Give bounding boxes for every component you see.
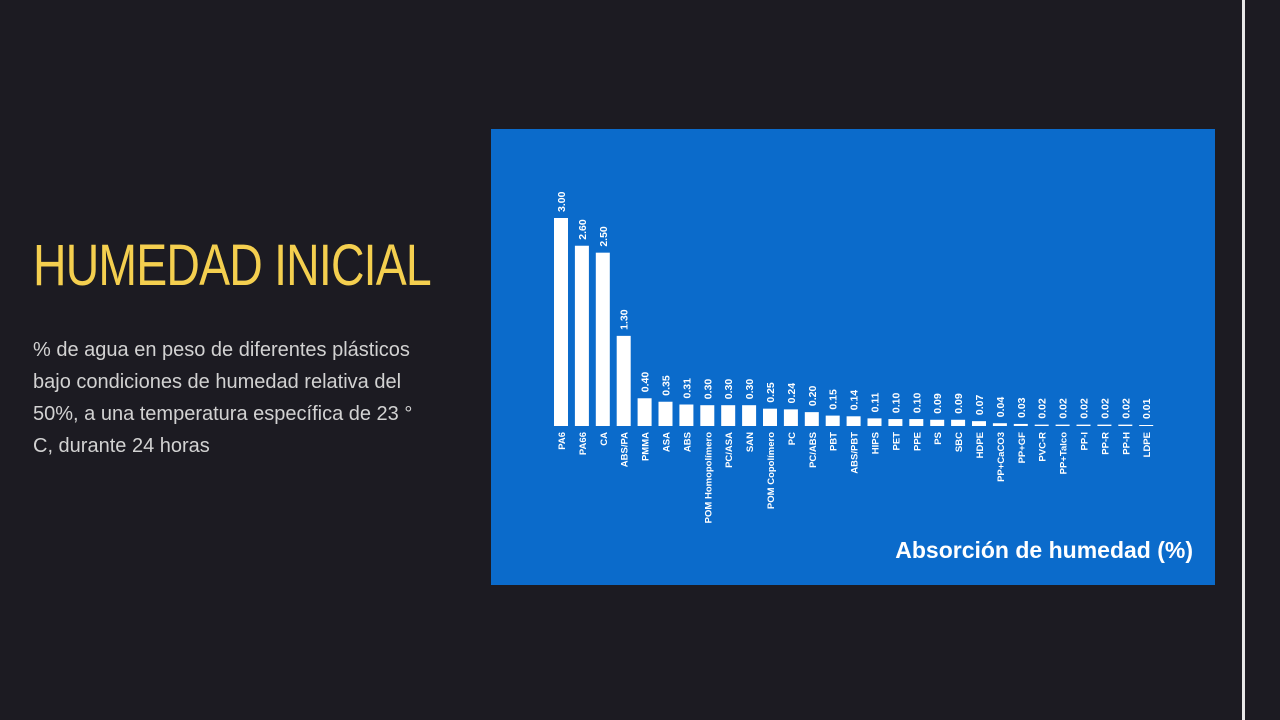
description-line: % de agua en peso de diferentes plástico… — [33, 339, 410, 361]
slide-divider-line — [1242, 0, 1245, 720]
description-line: bajo condiciones de humedad relativa del — [33, 371, 402, 393]
bar — [825, 415, 840, 426]
category-label: PP+GF — [1017, 432, 1028, 464]
bar — [1013, 423, 1028, 426]
bar — [867, 418, 882, 426]
bar-value-label: 0.25 — [765, 382, 777, 403]
bar — [1097, 424, 1112, 426]
category-label: PP-H — [1121, 432, 1132, 455]
bar — [1055, 424, 1070, 426]
bar-value-label: 0.35 — [661, 375, 673, 396]
category-label: PP+Talco — [1059, 432, 1070, 475]
bar — [804, 412, 819, 426]
bar-value-label: 0.01 — [1141, 398, 1153, 419]
bar-chart: 3.00 PA6 2.60 PA66 2.50 CA 1.30 ABS/PA 0.40 PMMA 0… — [554, 191, 1154, 524]
bar — [742, 405, 757, 426]
slide-description: % de agua en peso de diferentes plástico… — [33, 334, 473, 462]
chart-title: Absorción de humedad (%) — [895, 537, 1193, 563]
bar — [554, 218, 568, 426]
bar-value-label: 0.40 — [640, 372, 652, 393]
bar-value-label: 0.03 — [1016, 397, 1028, 418]
bar — [616, 335, 631, 426]
bar — [992, 423, 1007, 426]
bar — [679, 404, 694, 426]
category-label: PA6 — [557, 432, 568, 450]
bar — [700, 405, 715, 426]
category-label: SAN — [745, 432, 756, 452]
category-label: POM Homopolímero — [703, 432, 714, 524]
bar — [783, 409, 798, 426]
bar-value-label: 0.02 — [1058, 398, 1070, 419]
bar — [721, 405, 736, 426]
description-line: 50%, a una temperatura específica de 23 … — [33, 403, 413, 425]
category-label: PA66 — [578, 432, 589, 455]
bar-value-label: 0.15 — [828, 389, 840, 410]
bar — [637, 398, 652, 426]
category-label: ABS — [682, 432, 693, 452]
bar — [1034, 424, 1049, 426]
category-label: PP+CaCO3 — [996, 432, 1007, 482]
bar-value-label: 0.30 — [702, 379, 714, 400]
category-label: HIPS — [871, 432, 882, 454]
bar-value-label: 0.07 — [974, 395, 986, 416]
category-label: PET — [891, 432, 902, 451]
category-label: PPE — [912, 432, 923, 451]
chart-panel: 3.00 PA6 2.60 PA66 2.50 CA 1.30 ABS/PA 0.40 PMMA 0… — [491, 129, 1215, 585]
bar — [951, 419, 966, 426]
bar — [972, 421, 986, 426]
bar-value-label: 0.09 — [932, 393, 944, 414]
category-label: PBT — [829, 432, 840, 451]
bar-value-label: 0.02 — [1099, 398, 1111, 419]
category-label: ABS/PBT — [850, 432, 861, 474]
bar-value-label: 0.24 — [786, 383, 798, 404]
bar-value-label: 0.30 — [723, 379, 735, 400]
category-label: PP-I — [1080, 432, 1091, 450]
bar-value-label: 0.02 — [1120, 398, 1132, 419]
bar — [909, 419, 924, 426]
category-label: ABS/PA — [620, 432, 631, 467]
category-label: PS — [933, 432, 944, 445]
bar-value-label: 0.02 — [1079, 398, 1091, 419]
bar-value-label: 0.02 — [1037, 398, 1049, 419]
bar-value-label: 2.60 — [577, 219, 589, 240]
bar-value-label: 0.31 — [681, 378, 693, 399]
category-label: POM Copolímero — [766, 432, 777, 509]
category-label: PC — [787, 432, 798, 445]
category-label: PVC-R — [1038, 432, 1049, 462]
bar — [574, 245, 589, 426]
category-label: LDPE — [1142, 432, 1153, 457]
bar-value-label: 0.04 — [995, 397, 1007, 418]
bar-value-label: 1.30 — [619, 309, 631, 330]
bar — [930, 419, 945, 426]
bar-value-label: 0.20 — [807, 386, 819, 407]
bar-value-label: 0.10 — [911, 392, 923, 413]
description-line: C, durante 24 horas — [33, 435, 210, 457]
bar-value-label: 0.11 — [870, 392, 882, 412]
category-label: PC/ABS — [808, 432, 819, 468]
bar — [658, 401, 673, 426]
slide-title: HUMEDAD INICIAL — [33, 233, 432, 298]
category-label: CA — [599, 432, 610, 446]
bar — [1118, 424, 1133, 426]
bar — [888, 419, 903, 426]
category-label: SBC — [954, 432, 965, 452]
bar — [763, 408, 777, 426]
bar-value-label: 0.10 — [890, 392, 902, 413]
bar — [846, 416, 861, 426]
bar-value-label: 2.50 — [598, 226, 610, 247]
bar-value-label: 0.14 — [849, 390, 861, 411]
category-label: PP-R — [1100, 432, 1111, 455]
category-label: PC/ASA — [724, 432, 735, 468]
bar-value-label: 3.00 — [556, 191, 568, 212]
bar-value-label: 0.09 — [953, 393, 965, 414]
bar — [595, 252, 610, 426]
bar — [1076, 424, 1091, 426]
category-label: HDPE — [975, 432, 986, 458]
category-label: ASA — [662, 432, 673, 452]
category-label: PMMA — [641, 432, 652, 461]
bar — [1139, 425, 1154, 426]
bar-value-label: 0.30 — [744, 379, 756, 400]
